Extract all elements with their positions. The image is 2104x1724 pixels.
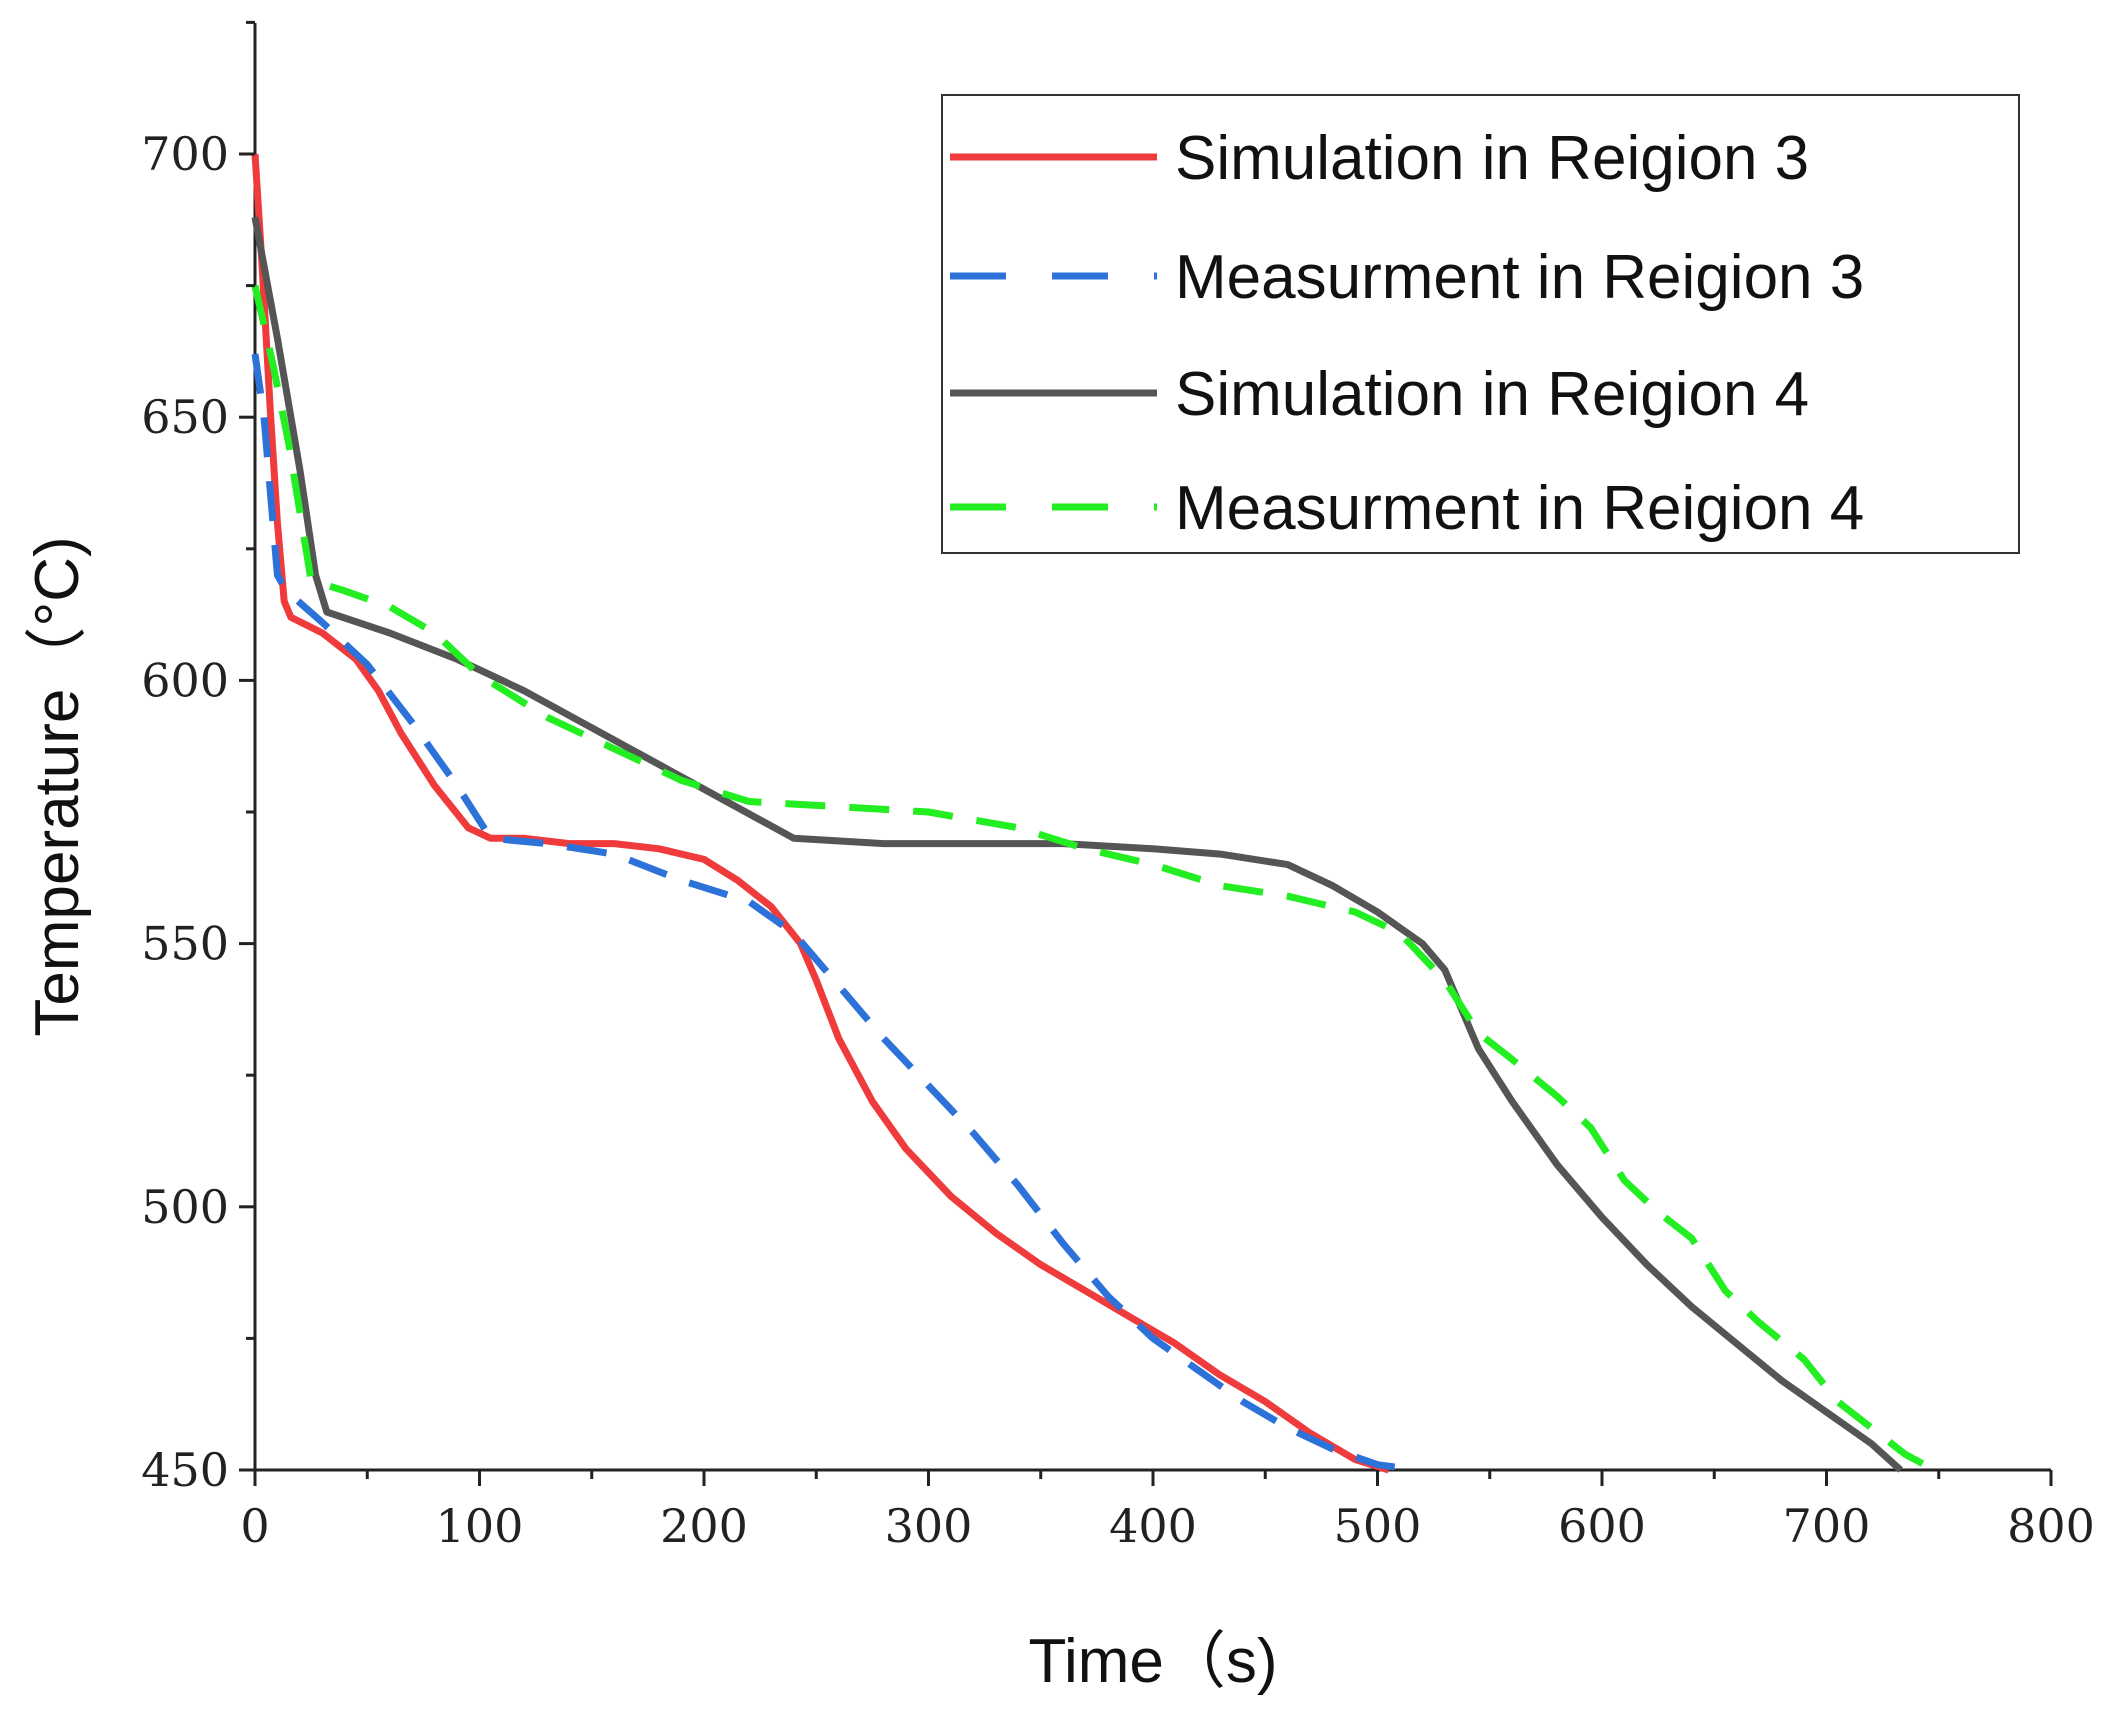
legend-label: Measurment in Reigion 4 bbox=[1175, 474, 1864, 543]
x-tick-label: 500 bbox=[1334, 1499, 1422, 1553]
x-axis-ticks: 0 100 200 300 400 500 600 700 800 bbox=[240, 1470, 2095, 1553]
legend-label: Simulation in Reigion 3 bbox=[1175, 124, 1809, 193]
y-tick-label: 650 bbox=[141, 390, 229, 444]
y-tick-label: 450 bbox=[141, 1443, 229, 1497]
x-tick-label: 400 bbox=[1109, 1499, 1197, 1553]
series-line-1 bbox=[251, 153, 1390, 1474]
x-tick-label: 800 bbox=[2007, 1499, 2095, 1553]
x-tick-label: 600 bbox=[1558, 1499, 1646, 1553]
x-tick-label: 300 bbox=[885, 1499, 973, 1553]
legend-label: Measurment in Reigion 3 bbox=[1175, 243, 1864, 312]
series-line-2 bbox=[251, 353, 1419, 1474]
series-layer bbox=[251, 153, 1936, 1474]
legend-box bbox=[941, 94, 2020, 554]
y-tick-label: 550 bbox=[141, 917, 229, 971]
y-tick-label: 600 bbox=[141, 653, 229, 707]
x-tick-label: 100 bbox=[436, 1499, 524, 1553]
x-axis-title: Time（s) bbox=[1028, 1627, 1277, 1696]
x-tick-label: 200 bbox=[660, 1499, 748, 1553]
series-line-3 bbox=[251, 216, 1903, 1473]
y-axis-ticks: 450 500 550 600 650 700 bbox=[141, 20, 255, 1497]
y-tick-label: 500 bbox=[141, 1180, 229, 1234]
y-tick-label: 700 bbox=[141, 127, 229, 181]
legend: Simulation in Reigion 3 Measurment in Rei… bbox=[941, 94, 2020, 554]
x-tick-label: 0 bbox=[240, 1499, 269, 1553]
y-axis-title: Temperature（°C) bbox=[23, 536, 92, 1036]
series-line-4 bbox=[251, 284, 1936, 1474]
legend-label: Simulation in Reigion 4 bbox=[1175, 360, 1809, 429]
x-tick-label: 700 bbox=[1783, 1499, 1871, 1553]
